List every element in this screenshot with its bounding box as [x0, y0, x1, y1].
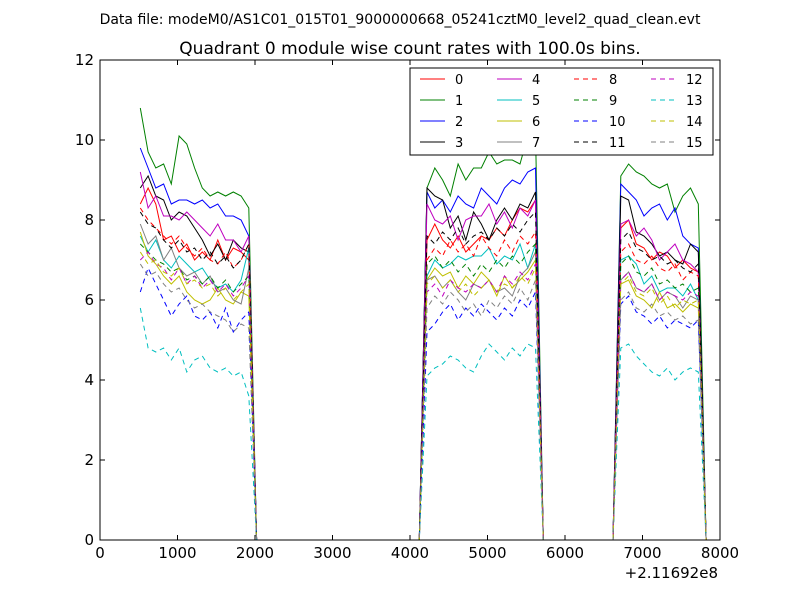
legend-label-4: 4 — [532, 73, 540, 88]
y-tick-label: 6 — [84, 291, 94, 309]
figure-suptitle: Data file: modeM0/AS1C01_015T01_90000006… — [100, 12, 701, 28]
y-tick-label: 4 — [84, 371, 94, 389]
series-layer — [139, 107, 707, 541]
legend-label-11: 11 — [609, 136, 626, 151]
legend-label-15: 15 — [686, 136, 703, 151]
x-tick-label: 0 — [95, 544, 105, 562]
x-tick-label: 2000 — [236, 544, 274, 562]
x-offset-label: +2.11692e8 — [625, 564, 718, 582]
x-tick-label: 7000 — [623, 544, 661, 562]
legend-label-3: 3 — [455, 136, 463, 151]
x-tick-label: 6000 — [546, 544, 584, 562]
legend-label-0: 0 — [455, 73, 463, 88]
legend-label-13: 13 — [686, 94, 703, 109]
y-tick-label: 2 — [84, 451, 94, 469]
y-tick-label: 8 — [84, 211, 94, 229]
legend-label-12: 12 — [686, 73, 703, 88]
legend-label-2: 2 — [455, 115, 463, 130]
legend-label-14: 14 — [686, 115, 703, 130]
legend-label-9: 9 — [609, 94, 617, 109]
y-tick-label: 12 — [75, 51, 94, 69]
x-tick-label: 3000 — [313, 544, 351, 562]
x-tick-label: 1000 — [158, 544, 196, 562]
chart-title: Quadrant 0 module wise count rates with … — [179, 39, 640, 59]
legend-label-5: 5 — [532, 94, 540, 109]
legend-label-1: 1 — [455, 94, 463, 109]
y-tick-label: 0 — [84, 531, 94, 549]
x-tick-label: 4000 — [391, 544, 429, 562]
ticks-layer: 0 1000 2000 3000 4000 5000 6000 7000 80000246810… — [75, 51, 739, 562]
legend-label-10: 10 — [609, 115, 626, 130]
series-line-14 — [139, 251, 707, 541]
series-line-11 — [139, 210, 707, 541]
legend-box — [409, 67, 714, 156]
y-tick-label: 10 — [75, 131, 94, 149]
x-tick-label: 8000 — [701, 544, 739, 562]
legend-label-8: 8 — [609, 73, 617, 88]
legend-label-6: 6 — [532, 115, 540, 130]
x-tick-label: 5000 — [468, 544, 506, 562]
legend-label-7: 7 — [532, 136, 540, 151]
